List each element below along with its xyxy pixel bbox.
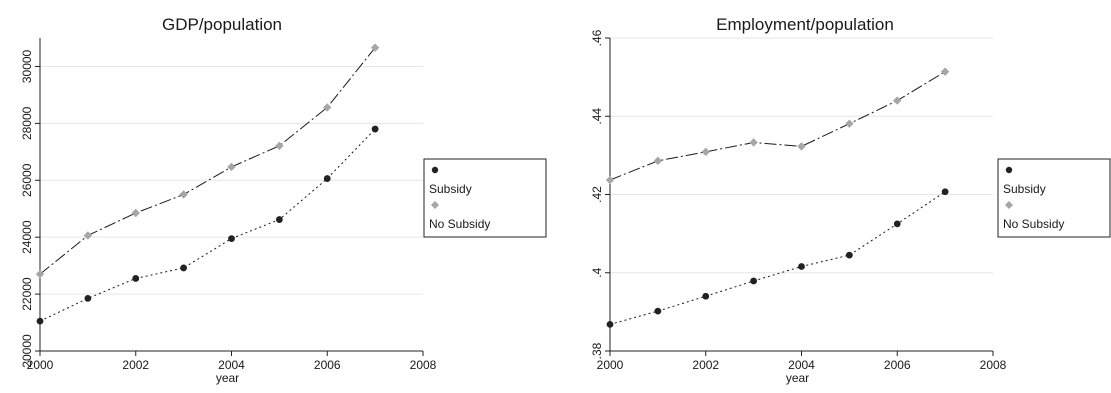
panel1-point-no-subsidy (131, 208, 140, 218)
panel1-x-tick-label: 2002 (122, 358, 149, 372)
panel1-point-no-subsidy (323, 103, 332, 112)
panel2-x-tick-label: 2004 (788, 358, 815, 372)
panel1-point-subsidy (275, 216, 283, 223)
panel2-legend-marker-no-subsidy (1005, 201, 1013, 209)
panel1-x-tick-label: 2006 (314, 358, 341, 372)
panel2-point-no-subsidy (845, 119, 854, 128)
panel1-legend-box (423, 158, 547, 238)
panel1-point-subsidy (36, 317, 44, 325)
panel1-point-no-subsidy (179, 190, 188, 199)
panel1-point-no-subsidy (370, 43, 380, 52)
panel1-x-tick-label: 2000 (27, 358, 54, 372)
panel1-point-no-subsidy (227, 162, 236, 172)
panel2-point-subsidy (941, 188, 949, 196)
panel2-point-no-subsidy (940, 67, 950, 76)
panel2-x-axis-label: year (786, 371, 809, 385)
panel1-legend-label-no-subsidy: No Subsidy (429, 217, 490, 231)
panel2-point-subsidy (702, 292, 710, 300)
panel1-y-tick-label: 20000 (20, 334, 34, 368)
panel1-series-line-no-subsidy (39, 47, 376, 275)
panel2-point-subsidy (893, 220, 901, 228)
panel1-point-subsidy (84, 294, 92, 302)
panel1-legend-marker-no-subsidy (431, 201, 439, 209)
panel2-y-tick-label: .46 (590, 29, 604, 46)
panel1-x-tick-label: 2008 (410, 358, 437, 372)
panel1-series-line-subsidy (39, 128, 376, 322)
panel2-y-tick-label: .4 (590, 267, 604, 277)
panel2-point-subsidy (798, 263, 805, 270)
panel1-x-tick-label: 2004 (218, 358, 245, 372)
panel2-series-line-no-subsidy (609, 71, 946, 181)
panel1-y-tick-label: 26000 (20, 163, 34, 197)
panel1-point-subsidy (323, 175, 331, 182)
panel2-legend-marker-subsidy (1005, 166, 1013, 174)
panel2-y-tick-label: .38 (590, 342, 604, 359)
panel2-point-no-subsidy (653, 156, 663, 166)
panel1-legend-label-subsidy: Subsidy (429, 182, 472, 196)
panel1-x-axis-label: year (216, 371, 239, 385)
panel2-x-tick-label: 2006 (884, 358, 911, 372)
panel1-point-no-subsidy (275, 141, 284, 151)
panel1-y-tick-label: 24000 (20, 220, 34, 254)
panel2-y-tick-label: .44 (590, 108, 604, 125)
panel1-point-no-subsidy (83, 231, 93, 240)
panel1-point-subsidy (180, 264, 188, 272)
panel2-chart-title: Employment/population (716, 15, 894, 34)
panel2-x-tick-label: 2002 (692, 358, 719, 372)
panel1-point-no-subsidy (35, 269, 45, 279)
panel1-point-subsidy (228, 235, 235, 243)
panel1-y-tick-label: 30000 (20, 49, 34, 83)
panel2-legend-label-subsidy: Subsidy (1003, 182, 1046, 196)
panel1-legend-marker-subsidy (431, 166, 439, 174)
panel1-point-subsidy (132, 275, 140, 282)
panel2-point-subsidy (654, 307, 662, 315)
panel2-point-no-subsidy (749, 138, 758, 147)
panel2-point-no-subsidy (893, 96, 902, 105)
panel2-y-tick-label: .42 (590, 186, 604, 203)
panel2-x-tick-label: 2000 (597, 358, 624, 372)
panel2-legend-box (997, 158, 1111, 238)
panel2-point-subsidy (845, 251, 853, 259)
panel1-y-tick-label: 28000 (20, 106, 34, 140)
panel2-point-no-subsidy (701, 147, 710, 157)
panel2-x-tick-label: 2008 (980, 358, 1007, 372)
panel2-series-line-subsidy (609, 191, 946, 325)
panel2-point-subsidy (606, 320, 614, 328)
panel1-y-tick-label: 22000 (20, 277, 34, 311)
panel1-chart-title: GDP/population (162, 15, 282, 34)
panel2-point-subsidy (750, 277, 758, 285)
panel2-legend-label-no-subsidy: No Subsidy (1003, 217, 1064, 231)
panel2-point-no-subsidy (797, 142, 806, 151)
panel1-point-subsidy (371, 125, 379, 133)
panel2-point-no-subsidy (605, 175, 615, 185)
